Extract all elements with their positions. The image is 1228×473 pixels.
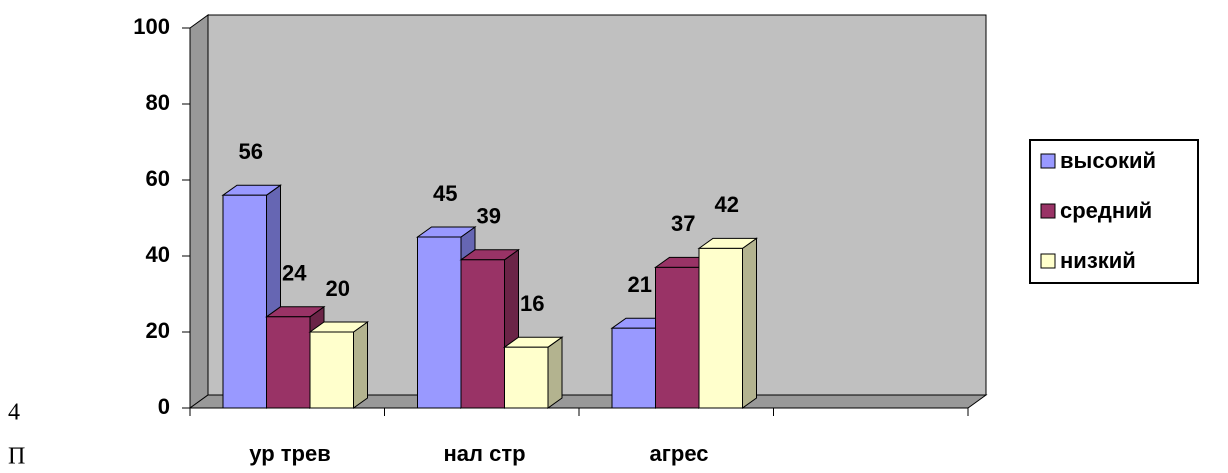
legend-label: низкий [1060, 248, 1136, 273]
value-label: 21 [628, 272, 652, 297]
bar [504, 346, 549, 409]
value-label: 42 [715, 192, 739, 217]
bar [266, 316, 311, 409]
legend-box [1029, 139, 1199, 284]
bar [460, 259, 505, 409]
side-wall [189, 14, 209, 409]
value-label: 16 [520, 291, 544, 316]
y-tick-label: 0 [158, 394, 170, 419]
bar [309, 331, 354, 409]
value-label: 37 [671, 211, 695, 236]
legend-label: средний [1060, 198, 1152, 223]
legend-label: высокий [1060, 148, 1156, 173]
bar [417, 236, 462, 409]
x-tick-label: агрес [649, 441, 708, 466]
x-tick-label: ур трев [249, 441, 330, 466]
bar-side [547, 336, 563, 409]
y-tick-label: 100 [133, 14, 170, 39]
value-label: 20 [326, 276, 350, 301]
y-tick-label: 80 [146, 90, 170, 115]
margin-text: 4 [8, 400, 20, 426]
x-tick-label: нал стр [443, 441, 525, 466]
value-label: 45 [433, 181, 457, 206]
legend-swatch [1040, 203, 1056, 219]
legend-swatch [1040, 253, 1056, 269]
margin-text: П [8, 444, 25, 470]
y-tick-label: 60 [146, 166, 170, 191]
value-label: 39 [477, 204, 501, 229]
bar-side [353, 321, 368, 409]
legend-swatch [1040, 153, 1056, 169]
bar [222, 194, 267, 409]
value-label: 24 [282, 261, 307, 286]
bar-side [742, 237, 757, 409]
value-label: 56 [239, 139, 263, 164]
y-tick-label: 20 [146, 318, 170, 343]
bar [611, 327, 656, 409]
bar [698, 247, 743, 409]
bar [655, 266, 700, 409]
y-tick-label: 40 [146, 242, 170, 267]
